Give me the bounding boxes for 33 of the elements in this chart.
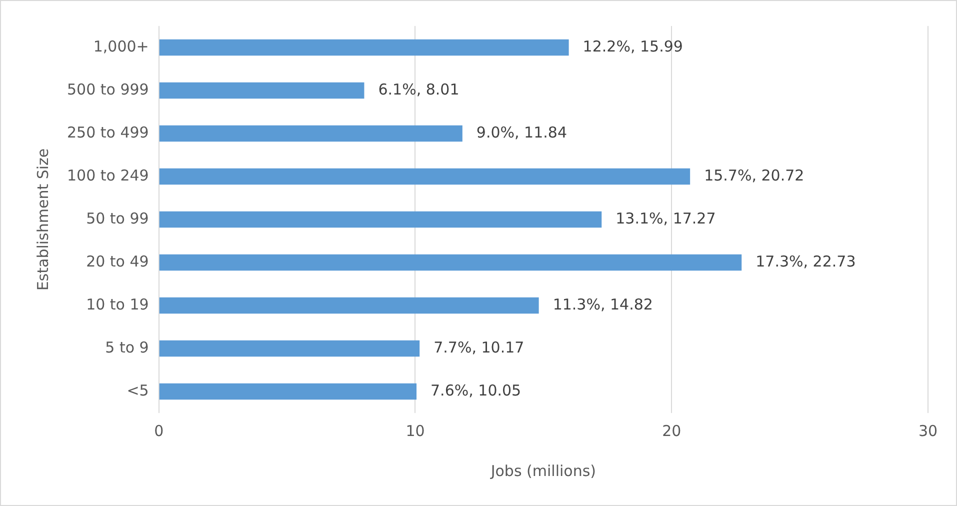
data-label: 13.1%, 17.27 [616, 209, 716, 228]
bar [159, 340, 420, 357]
data-label: 9.0%, 11.84 [476, 123, 568, 142]
bar [159, 254, 742, 271]
y-tick-label: 20 to 49 [86, 252, 149, 270]
x-axis-title: Jobs (millions) [490, 462, 596, 480]
y-tick-label: 5 to 9 [105, 338, 149, 356]
data-label: 7.6%, 10.05 [430, 381, 522, 400]
data-label: 17.3%, 22.73 [756, 252, 856, 270]
y-tick-label: 100 to 249 [66, 166, 149, 184]
x-tick-label: 10 [406, 422, 425, 440]
data-label: 11.3%, 14.82 [552, 295, 653, 314]
y-tick-label: 10 to 19 [86, 295, 149, 314]
bar [159, 125, 462, 142]
bar [159, 383, 417, 400]
bar [159, 297, 539, 314]
x-tick-label: 0 [154, 422, 164, 440]
data-label: 15.7%, 20.72 [704, 166, 804, 184]
bar [159, 168, 690, 185]
data-label: 6.1%, 8.01 [378, 80, 460, 98]
data-label: 7.7%, 10.17 [434, 338, 524, 356]
y-axis-title: Establishment Size [34, 148, 52, 291]
x-tick-label: 20 [662, 422, 682, 440]
y-tick-label: 50 to 99 [86, 209, 149, 228]
bar [159, 211, 602, 228]
y-tick-label: <5 [126, 381, 149, 400]
y-tick-label: 250 to 499 [66, 123, 149, 142]
x-tick-label: 30 [918, 422, 938, 440]
y-tick-label: 1,000+ [93, 37, 149, 56]
bar [159, 82, 364, 99]
data-label: 12.2%, 15.99 [582, 37, 683, 56]
y-tick-label: 500 to 999 [66, 80, 149, 98]
bar [159, 39, 569, 56]
